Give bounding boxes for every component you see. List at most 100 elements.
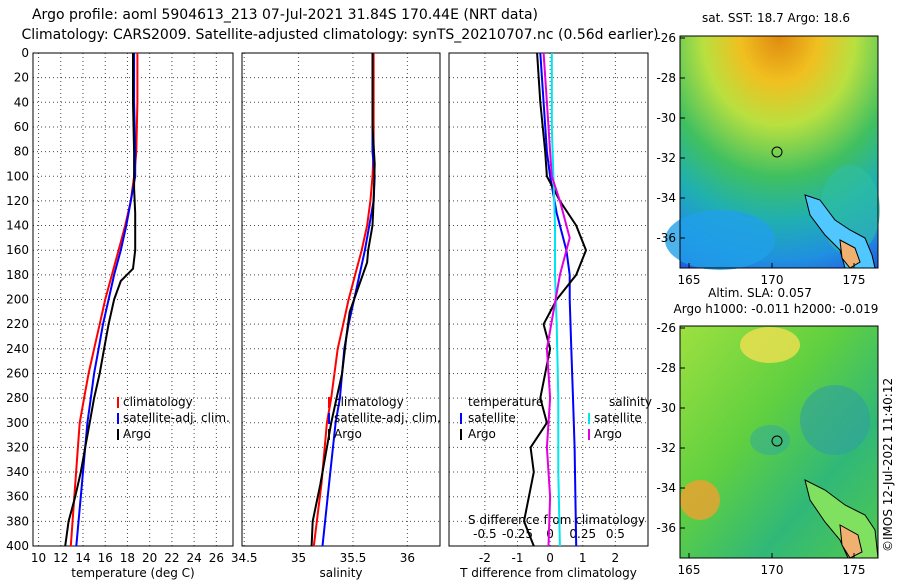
legend-swatch (328, 397, 330, 408)
map-y-tick-label: -34 (656, 191, 676, 205)
x-tick-label: 35 (291, 551, 306, 565)
map-y-tick-label: -36 (656, 231, 676, 245)
y-tick-label: 240 (6, 342, 29, 356)
x-tick-label: 10 (31, 551, 46, 565)
x-tick-label: 26 (209, 551, 224, 565)
x-axis-label: salinity (319, 566, 362, 580)
y-tick-label: 260 (6, 366, 29, 380)
x-tick-label: 14 (75, 551, 90, 565)
top-x-tick-label: -0.5 (473, 527, 496, 541)
title-line-2: Climatology: CARS2009. Satellite-adjuste… (21, 27, 658, 43)
map-y-tick-label: -26 (656, 321, 676, 335)
sst-coastline (804, 194, 876, 269)
y-tick-label: 320 (6, 440, 29, 454)
y-tick-label: 180 (6, 268, 29, 282)
y-tick-label: 60 (14, 120, 29, 134)
x-tick-label: 1 (579, 551, 587, 565)
sla-map-frame (679, 325, 879, 559)
legend-title: temperature (468, 395, 543, 409)
x-tick-label: 18 (120, 551, 135, 565)
x-tick-label: 34.5 (231, 551, 258, 565)
legend-swatch (588, 413, 590, 424)
y-tick-label: 0 (21, 46, 29, 60)
legend-label: Argo (468, 427, 496, 441)
map-x-tick-label: 165 (678, 273, 701, 287)
sla-map-title-1: Altim. SLA: 0.057 (708, 286, 812, 300)
x-tick-label: -1 (512, 551, 524, 565)
legend-swatch (117, 397, 119, 408)
x-tick-label: 16 (98, 551, 113, 565)
series-line-argo (310, 53, 376, 547)
sla-patch (750, 425, 790, 455)
x-tick-label: -2 (479, 551, 491, 565)
top-x-tick-label: 0.25 (569, 527, 596, 541)
map-y-tick-label: -36 (656, 521, 676, 535)
x-tick-label: 20 (142, 551, 157, 565)
y-tick-label: 380 (6, 514, 29, 528)
temperature-panel: 10 12 14 16 18 20 22 24 260204060801001201401601… (6, 46, 234, 580)
legend-label: satellite-adj. clim. (334, 411, 441, 425)
sla-map: Altim. SLA: 0.057 Argo h1000: -0.011 h20… (656, 286, 879, 577)
legend-label: Argo (594, 427, 622, 441)
y-tick-label: 360 (6, 490, 29, 504)
legend-label: climatology (123, 395, 193, 409)
legend-label: satellite (468, 411, 516, 425)
map-y-tick-label: -34 (656, 481, 676, 495)
sla-land (839, 524, 863, 559)
y-tick-label: 280 (6, 391, 29, 405)
plot-frame (241, 52, 441, 547)
x-tick-label: 22 (164, 551, 179, 565)
argo-location-marker (771, 146, 783, 158)
y-tick-label: 300 (6, 416, 29, 430)
top-x-tick-label: 0 (546, 527, 554, 541)
map-x-tick-label: 170 (761, 273, 784, 287)
map-y-tick-label: -32 (656, 441, 676, 455)
y-tick-label: 20 (14, 71, 29, 85)
sla-patch (740, 327, 800, 363)
sst-map-frame (679, 35, 879, 269)
series-line-satellite-adj-clim- (75, 53, 137, 547)
salinity-panel: 34.5 35 35.5 36 salinity climatology satellite… (231, 52, 441, 580)
top-x-tick-label: 0.5 (606, 527, 625, 541)
legend-label: satellite-adj. clim. (123, 411, 230, 425)
map-y-tick-label: -30 (656, 111, 676, 125)
y-tick-label: 400 (6, 539, 29, 553)
series-line-s-argo (542, 52, 571, 547)
map-x-tick-label: 165 (678, 563, 701, 577)
map-y-tick-label: -28 (656, 361, 676, 375)
sla-patch (680, 480, 720, 520)
legend-label: Argo (123, 427, 151, 441)
map-x-tick-label: 175 (843, 563, 866, 577)
sla-patch (800, 385, 870, 455)
series-line-t-satellite (539, 52, 578, 547)
legend-label: Argo (334, 427, 362, 441)
y-tick-label: 120 (6, 194, 29, 208)
top-x-tick-label: -0.25 (502, 527, 533, 541)
x-tick-label: 12 (53, 551, 68, 565)
sst-patch (665, 210, 775, 270)
legend-swatch (460, 413, 462, 424)
legend-swatch (117, 429, 119, 440)
x-axis-label: temperature (deg C) (71, 566, 194, 580)
y-tick-label: 140 (6, 219, 29, 233)
x-tick-label: 0 (546, 551, 554, 565)
x-tick-label: 2 (612, 551, 620, 565)
legend-swatch (460, 429, 462, 440)
y-tick-label: 220 (6, 317, 29, 331)
legend-swatch (588, 429, 590, 440)
difference-panel: -2 -0.5 -1 -0.25 0 0 1 0.25 2 0.5 T difference fro… (448, 52, 652, 580)
x-tick-label: 35.5 (340, 551, 367, 565)
x-tick-label: 36 (400, 551, 415, 565)
series-line-climatology (312, 53, 375, 547)
legend-label: satellite (594, 411, 642, 425)
map-y-tick-label: -32 (656, 151, 676, 165)
series-line-s-satellite (550, 53, 561, 547)
map-x-tick-label: 170 (761, 563, 784, 577)
y-tick-label: 100 (6, 169, 29, 183)
y-tick-label: 160 (6, 243, 29, 257)
argo-location-marker (771, 435, 783, 447)
x-tick-label: 24 (186, 551, 201, 565)
y-tick-label: 40 (14, 95, 29, 109)
sla-map-title-2: Argo h1000: -0.011 h2000: -0.019 (674, 302, 879, 316)
